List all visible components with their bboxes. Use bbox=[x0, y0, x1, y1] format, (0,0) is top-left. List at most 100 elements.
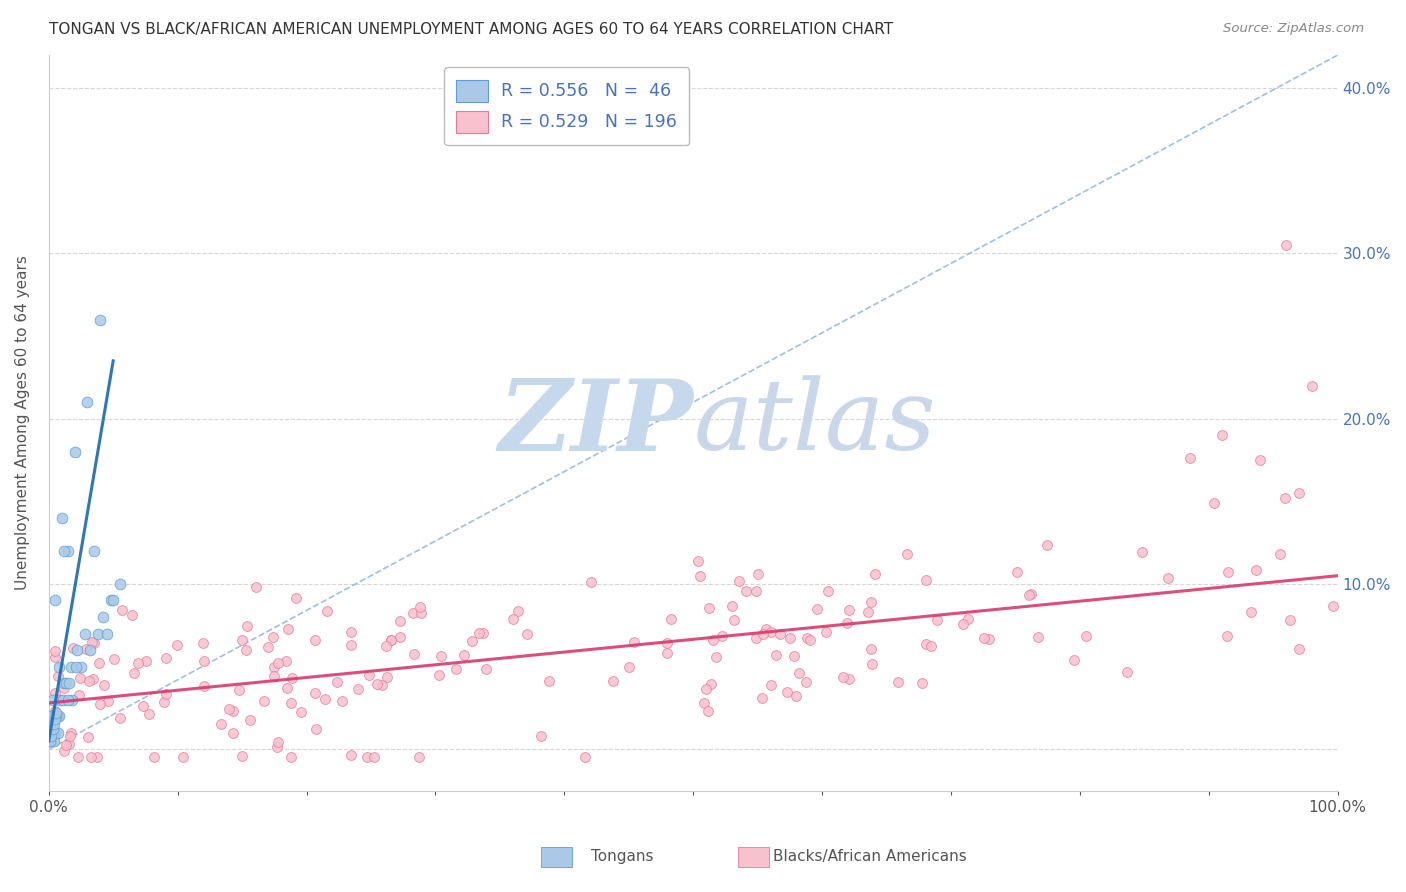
Point bbox=[1202, 496, 1225, 510]
Point bbox=[62, 640, 84, 655]
Point bbox=[925, 613, 948, 627]
Point bbox=[402, 606, 425, 620]
Point bbox=[56, 692, 79, 706]
Point bbox=[44, 704, 66, 718]
Point bbox=[461, 633, 484, 648]
Point bbox=[218, 702, 240, 716]
Point bbox=[529, 729, 551, 743]
Point bbox=[769, 627, 792, 641]
Point bbox=[1074, 629, 1097, 643]
Point bbox=[1249, 453, 1271, 467]
Point bbox=[46, 669, 69, 683]
Point bbox=[776, 685, 799, 699]
Point bbox=[263, 669, 285, 683]
Point bbox=[915, 637, 938, 651]
Point bbox=[41, 734, 63, 748]
Point bbox=[276, 681, 298, 695]
Point bbox=[58, 676, 80, 690]
Point bbox=[1018, 589, 1040, 603]
Point bbox=[53, 744, 76, 758]
Point bbox=[617, 660, 640, 674]
Point bbox=[60, 692, 83, 706]
Point bbox=[87, 656, 110, 670]
Point bbox=[239, 714, 262, 728]
Point bbox=[75, 641, 97, 656]
Point bbox=[977, 632, 1000, 646]
Point bbox=[66, 643, 89, 657]
Point bbox=[79, 674, 101, 689]
Point bbox=[82, 635, 104, 649]
Point bbox=[832, 669, 855, 683]
Point bbox=[59, 659, 82, 673]
Point bbox=[952, 616, 974, 631]
Point bbox=[262, 631, 284, 645]
Point bbox=[263, 660, 285, 674]
Point bbox=[1268, 547, 1291, 561]
Point bbox=[863, 566, 886, 581]
Point bbox=[430, 648, 453, 663]
Point bbox=[366, 677, 388, 691]
Point bbox=[44, 649, 66, 664]
Point bbox=[728, 574, 751, 588]
Point bbox=[806, 602, 828, 616]
Point bbox=[1005, 565, 1028, 579]
Point bbox=[316, 604, 339, 618]
Point bbox=[1288, 486, 1310, 500]
Point bbox=[65, 659, 87, 673]
Point bbox=[76, 730, 98, 744]
Point bbox=[121, 608, 143, 623]
Point bbox=[49, 692, 72, 706]
Point bbox=[453, 648, 475, 663]
Point bbox=[281, 671, 304, 685]
Point bbox=[623, 635, 645, 649]
Point bbox=[46, 725, 69, 739]
Point bbox=[409, 599, 432, 614]
Point bbox=[1130, 545, 1153, 559]
Point bbox=[235, 619, 257, 633]
Point bbox=[41, 725, 63, 739]
Point bbox=[659, 612, 682, 626]
Point bbox=[1021, 587, 1043, 601]
Point bbox=[700, 676, 723, 690]
Point bbox=[155, 687, 177, 701]
Point bbox=[63, 444, 86, 458]
Point bbox=[284, 591, 307, 605]
Point bbox=[785, 689, 807, 703]
Point bbox=[326, 675, 349, 690]
Point bbox=[209, 716, 232, 731]
Point bbox=[655, 646, 678, 660]
Point bbox=[1244, 563, 1267, 577]
Point bbox=[380, 632, 402, 647]
Point bbox=[761, 625, 783, 640]
Point bbox=[721, 599, 744, 614]
Point bbox=[193, 636, 215, 650]
Point bbox=[859, 642, 882, 657]
Point bbox=[142, 750, 165, 764]
Point bbox=[231, 748, 253, 763]
Point bbox=[858, 605, 880, 619]
Point bbox=[59, 726, 82, 740]
Point bbox=[305, 722, 328, 736]
Point bbox=[79, 643, 101, 657]
Point bbox=[1036, 538, 1059, 552]
Point bbox=[330, 694, 353, 708]
Point bbox=[693, 696, 716, 710]
Point bbox=[41, 723, 63, 737]
Point bbox=[388, 615, 411, 629]
Point bbox=[744, 631, 766, 645]
Point bbox=[153, 695, 176, 709]
Point bbox=[79, 750, 101, 764]
Point bbox=[537, 673, 560, 688]
Point bbox=[96, 626, 118, 640]
Point bbox=[860, 657, 883, 671]
Point bbox=[73, 626, 96, 640]
Point bbox=[1240, 606, 1263, 620]
Point bbox=[56, 544, 79, 558]
Point bbox=[67, 750, 90, 764]
Point bbox=[751, 691, 773, 706]
Point bbox=[796, 632, 818, 646]
Point bbox=[42, 717, 65, 731]
Point bbox=[277, 622, 299, 636]
Point bbox=[39, 734, 62, 748]
Point bbox=[52, 681, 75, 695]
